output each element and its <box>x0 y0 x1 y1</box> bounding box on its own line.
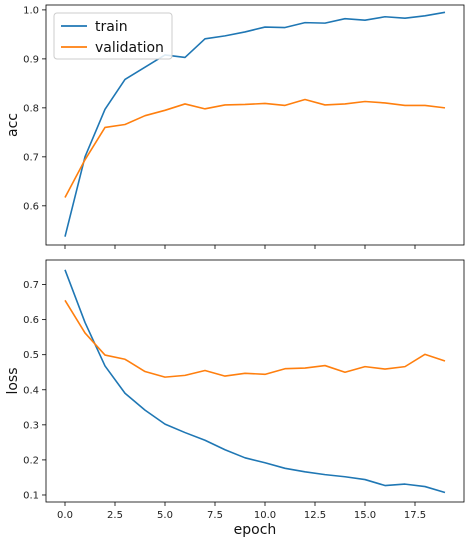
y-tick-label: 0.5 <box>23 350 39 361</box>
legend-entry-validation: validation <box>95 40 164 56</box>
x-tick-label: 0.0 <box>57 510 73 521</box>
axes-frame <box>45 4 465 246</box>
y-tick-label: 1.0 <box>23 5 39 16</box>
series-line-train <box>64 269 446 494</box>
x-axis-label: epoch <box>234 522 277 538</box>
y-axis-label: loss <box>5 367 21 394</box>
series-line-validation <box>64 98 446 198</box>
y-tick-label: 0.2 <box>23 455 39 466</box>
x-tick-label: 7.5 <box>207 510 223 521</box>
y-tick-label: 0.7 <box>23 280 39 291</box>
legend: train validation <box>53 12 173 60</box>
series-line-validation <box>64 299 446 378</box>
y-tick-label: 0.8 <box>23 103 39 114</box>
y-tick-label: 0.9 <box>23 54 39 65</box>
legend-entry-train: train <box>95 19 128 35</box>
x-tick-label: 17.5 <box>404 510 426 521</box>
series-line-train <box>64 11 446 237</box>
y-tick-label: 0.4 <box>23 385 39 396</box>
x-tick-label: 15.0 <box>354 510 376 521</box>
y-tick-label: 0.6 <box>23 201 39 212</box>
subplot-loss: 0.0 2.5 5.0 7.5 10.0 12.5 15.0 17.5 0.1 0.2 0.3 0.4… <box>5 259 465 538</box>
subplot-acc: 0.6 0.7 0.8 0.9 1.0 acc train validation <box>5 4 465 249</box>
x-tick-label: 10.0 <box>254 510 276 521</box>
y-tick-label: 0.1 <box>23 490 39 501</box>
y-axis-label: acc <box>5 113 21 137</box>
x-tick-label: 5.0 <box>157 510 173 521</box>
x-tick-label: 2.5 <box>107 510 123 521</box>
y-tick-label: 0.7 <box>23 152 39 163</box>
y-tick-label: 0.6 <box>23 315 39 326</box>
x-tick-label: 12.5 <box>304 510 326 521</box>
y-tick-label: 0.3 <box>23 420 39 431</box>
axes-frame <box>45 259 465 503</box>
